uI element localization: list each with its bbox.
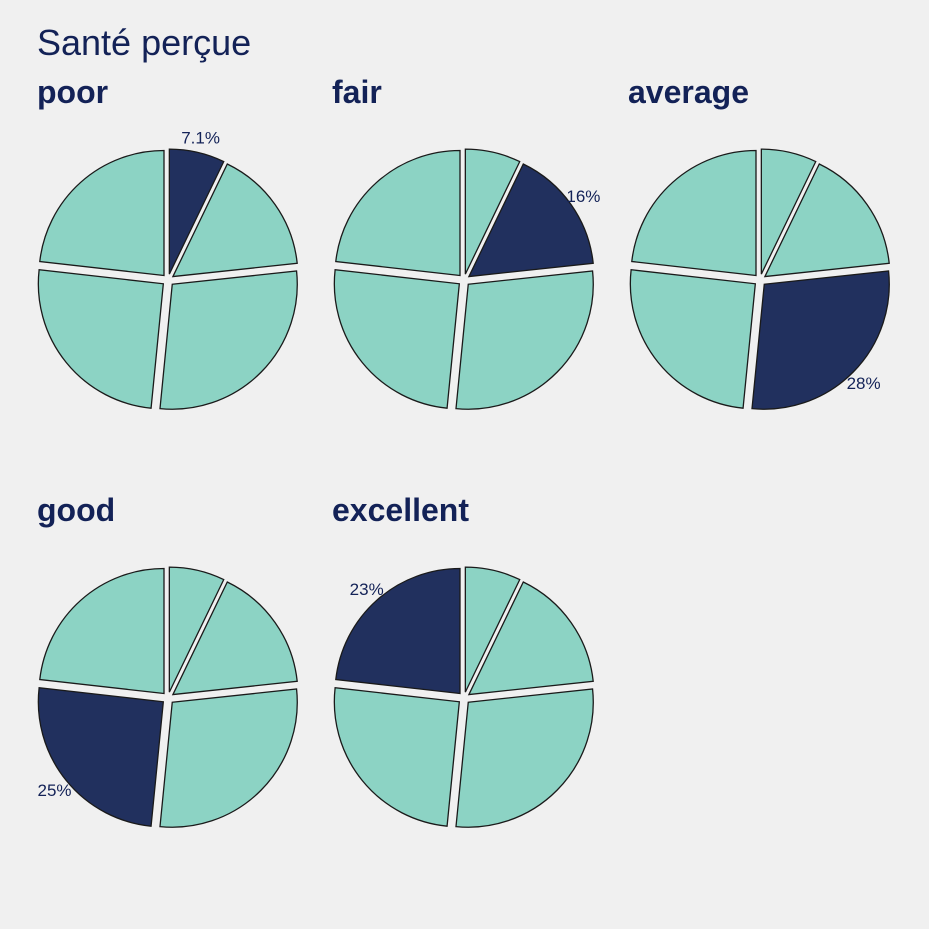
panel-title-poor: poor (37, 74, 109, 110)
panel-title-fair: fair (332, 74, 382, 110)
pie-slice-average-average (751, 270, 890, 410)
pie-slice-average-excellent (631, 149, 757, 277)
panel-title-good: good (37, 492, 116, 528)
pie-slice-excellent-good (333, 687, 461, 827)
slice-label-excellent: 23% (350, 580, 384, 599)
pie-slice-fair-average (455, 270, 594, 410)
pie-slice-poor-poor (168, 148, 225, 275)
pie-slice-fair-poor (464, 148, 521, 275)
pie-slice-good-fair (171, 581, 298, 696)
slice-label-fair: 16% (566, 187, 600, 206)
pie-slice-average-fair (763, 163, 890, 278)
slice-label-poor: 7.1% (181, 129, 220, 148)
pie-slice-average-poor (760, 148, 817, 275)
pie-slice-excellent-excellent (335, 567, 461, 695)
pie-good: 25% (37, 566, 298, 828)
pie-slice-good-excellent (39, 567, 165, 695)
pie-slice-poor-fair (171, 163, 298, 278)
pie-slice-fair-fair (467, 163, 594, 278)
pie-slice-poor-average (159, 270, 298, 410)
pie-slice-excellent-fair (467, 581, 594, 696)
pie-slice-good-poor (168, 566, 225, 693)
panel-title-excellent: excellent (332, 492, 469, 528)
pie-fair: 16% (333, 148, 600, 410)
slice-label-average: 28% (847, 374, 881, 393)
slice-label-good: 25% (37, 781, 71, 800)
pie-slice-average-good (629, 269, 757, 409)
pie-slice-fair-good (333, 269, 461, 409)
chart-title: Santé perçue (37, 22, 252, 63)
pie-average: 28% (629, 148, 890, 410)
pie-slice-good-good (37, 687, 165, 827)
pie-slice-good-average (159, 688, 298, 828)
pie-slice-excellent-poor (464, 566, 521, 693)
pie-slice-poor-excellent (39, 149, 165, 277)
pie-slice-fair-excellent (335, 149, 461, 277)
pie-excellent: 23% (333, 566, 594, 828)
pie-poor: 7.1% (37, 129, 298, 410)
pie-slice-excellent-average (455, 688, 594, 828)
pie-slice-poor-good (37, 269, 165, 409)
panel-title-average: average (628, 74, 749, 110)
